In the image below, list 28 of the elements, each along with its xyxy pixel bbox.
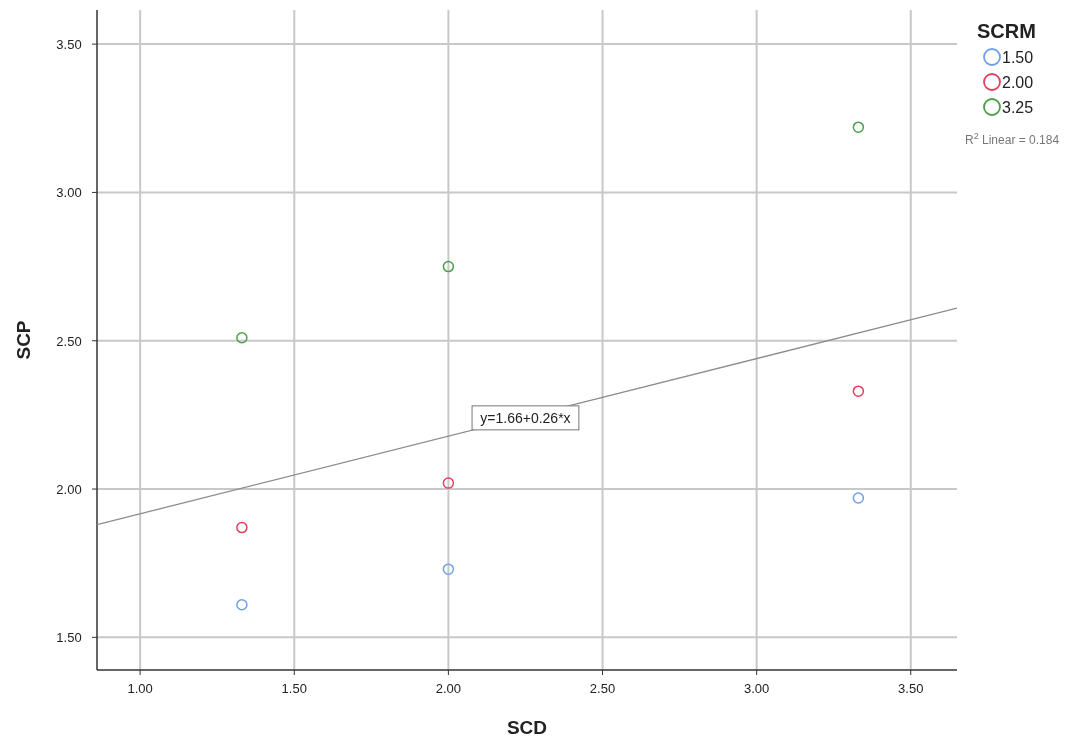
y-tick-label: 2.50 <box>56 333 82 349</box>
x-tick-label: 1.50 <box>281 681 307 696</box>
y-tick-label: 1.50 <box>56 630 82 646</box>
point <box>236 332 248 344</box>
point <box>442 260 455 273</box>
point <box>852 121 865 133</box>
y-tick-label: 2.00 <box>56 482 82 498</box>
point <box>852 492 865 504</box>
point <box>852 385 865 397</box>
point <box>442 563 455 575</box>
legend-title: SCRM <box>977 20 1036 42</box>
x-tick-label: 1.00 <box>127 681 153 696</box>
x-tick-label: 2.00 <box>435 681 462 696</box>
x-tick-label: 2.50 <box>589 681 616 696</box>
point <box>442 477 455 489</box>
x-tick-label: 3.00 <box>743 681 770 696</box>
point <box>236 598 248 611</box>
legend-label: 2.00 <box>1002 74 1034 91</box>
x-tick-label: 3.50 <box>898 681 924 696</box>
annotation: y=1.66+0.26*x <box>480 409 571 426</box>
legend-label: 1.50 <box>1002 49 1034 66</box>
point <box>236 521 248 534</box>
x-axis-title: SCD <box>506 717 548 738</box>
y-axis-title: SCP <box>13 320 34 360</box>
y-tick-label: 3.50 <box>56 37 82 53</box>
text: R$^{2}$ Linear = 0.184 <box>965 131 1060 147</box>
y-tick-label: 3.00 <box>56 185 82 201</box>
legend-label: 3.25 <box>1002 99 1034 116</box>
